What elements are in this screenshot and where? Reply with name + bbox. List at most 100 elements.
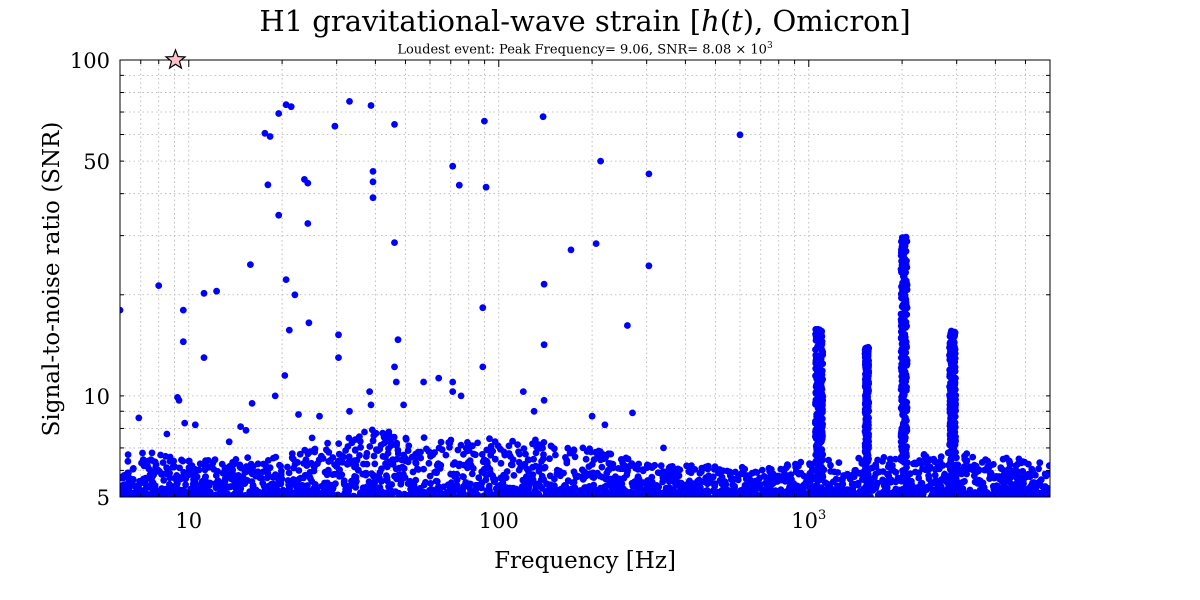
data-point	[327, 493, 335, 497]
data-point	[202, 457, 210, 465]
data-point	[180, 468, 188, 476]
data-point	[427, 480, 434, 487]
data-point	[871, 474, 878, 481]
data-point	[310, 462, 317, 470]
data-point	[567, 246, 575, 254]
data-point	[258, 474, 266, 482]
data-point	[906, 470, 914, 478]
data-point	[200, 289, 208, 297]
data-point	[605, 466, 613, 474]
data-point	[374, 447, 382, 454]
data-point	[291, 291, 299, 299]
data-point	[805, 479, 812, 486]
data-point	[393, 439, 401, 447]
data-point	[139, 449, 146, 457]
data-point	[1026, 473, 1034, 481]
data-point	[815, 448, 822, 456]
data-point	[288, 454, 296, 462]
data-point	[449, 486, 457, 494]
data-point	[634, 474, 642, 482]
data-point	[818, 348, 826, 356]
data-point	[479, 363, 487, 371]
data-point	[814, 393, 822, 401]
data-point	[814, 440, 822, 448]
data-point	[657, 493, 665, 497]
data-point	[201, 484, 208, 492]
data-point	[827, 461, 834, 469]
data-point	[218, 460, 226, 468]
data-point	[532, 449, 540, 457]
data-point	[451, 493, 459, 497]
data-point	[835, 459, 843, 466]
data-point	[696, 469, 704, 477]
data-point	[1029, 491, 1037, 497]
data-point	[261, 129, 269, 137]
data-point	[438, 446, 446, 454]
data-point	[742, 475, 750, 483]
data-point	[849, 493, 857, 497]
data-point	[676, 466, 684, 474]
data-point	[237, 423, 245, 430]
data-point	[899, 380, 907, 388]
data-point	[244, 454, 252, 461]
data-point	[969, 453, 977, 461]
data-point	[915, 474, 923, 482]
data-point	[185, 457, 193, 465]
data-point	[864, 418, 872, 426]
data-point	[260, 460, 267, 468]
data-point	[814, 434, 822, 442]
data-point	[295, 411, 302, 418]
data-point	[598, 463, 606, 471]
data-point	[165, 469, 172, 477]
data-point	[872, 482, 880, 490]
data-point	[154, 466, 162, 474]
data-point	[174, 394, 181, 401]
data-point	[711, 480, 719, 488]
data-point	[546, 472, 554, 480]
data-point	[236, 461, 244, 469]
data-point	[879, 476, 886, 484]
data-point	[275, 110, 283, 117]
data-point	[902, 280, 910, 288]
data-point	[818, 467, 826, 475]
data-point	[894, 477, 902, 484]
data-point	[400, 401, 407, 409]
data-point	[324, 466, 332, 474]
data-point	[343, 460, 351, 468]
data-point	[249, 463, 257, 470]
data-point	[176, 464, 184, 472]
data-point	[530, 407, 538, 415]
data-point	[694, 492, 702, 497]
data-point	[474, 439, 481, 447]
data-point	[784, 462, 792, 470]
data-point	[525, 467, 532, 475]
data-point	[797, 458, 805, 466]
data-point	[916, 493, 923, 497]
data-point	[819, 399, 826, 406]
data-point	[394, 336, 402, 344]
data-point	[419, 490, 427, 497]
data-point	[987, 472, 994, 479]
data-point	[158, 485, 166, 492]
data-point	[644, 493, 652, 497]
data-point	[951, 441, 959, 449]
data-point	[308, 434, 316, 442]
data-point	[683, 462, 690, 470]
data-point	[786, 483, 793, 491]
data-point	[899, 359, 906, 367]
data-point	[382, 460, 389, 468]
data-point	[898, 332, 906, 339]
data-point	[522, 450, 529, 458]
data-point	[392, 378, 400, 386]
data-point	[270, 493, 278, 497]
data-point	[514, 441, 521, 448]
data-point	[814, 483, 822, 491]
data-point	[834, 482, 842, 490]
data-point	[607, 450, 615, 458]
data-point	[1044, 470, 1050, 478]
data-point	[732, 493, 740, 497]
data-point	[769, 470, 777, 477]
data-point	[483, 446, 491, 454]
x-tick-label: 10	[175, 509, 202, 533]
data-point	[335, 354, 342, 361]
